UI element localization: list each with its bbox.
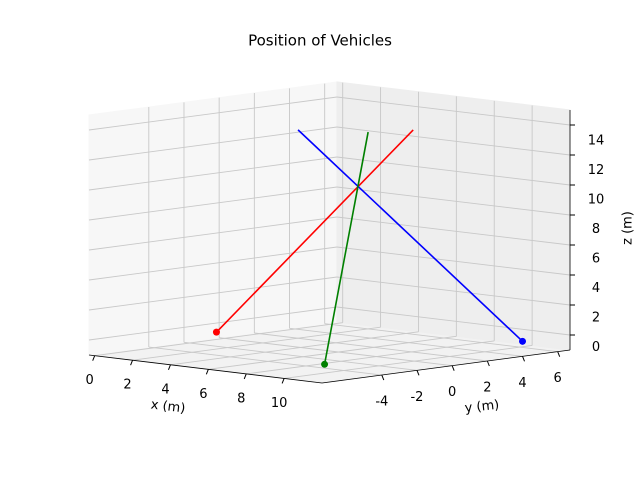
- grid-line: [336, 306, 571, 336]
- grid-line: [88, 306, 338, 341]
- left-pane: [88, 81, 338, 356]
- z-tick-label: 10: [588, 192, 605, 207]
- z-tick-label: 6: [592, 251, 600, 266]
- z-tick-label: 0: [592, 340, 600, 355]
- grid-line: [284, 345, 533, 379]
- grid-line: [88, 216, 338, 251]
- x-tick-label: 6: [199, 387, 207, 402]
- x-tick: [281, 378, 285, 384]
- y-tick-label: 2: [483, 381, 491, 396]
- x-tick: [130, 360, 134, 366]
- y-tick: [416, 370, 420, 376]
- y-tick: [381, 374, 385, 381]
- y-tick-label: 0: [448, 385, 456, 400]
- x-axis-line: [88, 354, 323, 384]
- x-axis-label: x (m): [150, 397, 186, 416]
- z-tick-label: 2: [592, 310, 600, 325]
- grid-line: [336, 216, 571, 246]
- z-tick-label: 14: [588, 133, 605, 148]
- grid-line: [254, 332, 488, 362]
- x-tick: [167, 364, 171, 370]
- vehicle-start: [212, 328, 220, 336]
- x-tick: [92, 355, 96, 361]
- x-tick-label: 10: [271, 396, 288, 411]
- z-axis-label: z (m): [621, 211, 636, 245]
- vehicle-line: [215, 129, 414, 333]
- y-axis-label: y (m): [464, 398, 500, 417]
- x-tick-label: 8: [237, 391, 245, 406]
- grid-line: [336, 246, 571, 276]
- chart-title: Position of Vehicles: [248, 32, 392, 50]
- grid-line: [219, 337, 453, 367]
- grid-line: [88, 276, 338, 311]
- z-tick-label: 12: [588, 163, 605, 178]
- y-tick-label: -4: [375, 395, 388, 410]
- grid-line: [336, 126, 571, 156]
- y-tick: [557, 351, 561, 357]
- grid-line: [336, 186, 571, 216]
- right-pane: [336, 81, 571, 351]
- grid-line: [324, 323, 558, 353]
- vehicle-line: [297, 129, 524, 342]
- vehicle-line: [323, 131, 369, 365]
- grid-line: [246, 340, 495, 375]
- x-tick-label: 0: [86, 373, 94, 388]
- z-tick-label: 8: [592, 222, 600, 237]
- x-tick-label: 4: [161, 382, 169, 397]
- grid-line: [208, 335, 457, 370]
- x-tick-label: 2: [123, 378, 131, 393]
- grid-line: [88, 96, 338, 131]
- grid-line: [148, 346, 382, 376]
- z-tick-label: 4: [592, 281, 600, 296]
- x-tick: [243, 373, 247, 380]
- y-tick: [451, 365, 455, 371]
- grid-line: [289, 327, 523, 357]
- grid-line: [336, 276, 571, 306]
- grid-line: [88, 156, 338, 191]
- grid-line: [88, 186, 338, 221]
- y-axis-line: [321, 349, 571, 384]
- grid-line: [170, 331, 419, 366]
- y-tick-label: 4: [518, 376, 526, 391]
- y-tick-label: 6: [554, 371, 562, 386]
- x-tick: [205, 369, 209, 375]
- y-tick-label: -2: [410, 390, 423, 405]
- grid-line: [183, 341, 418, 371]
- vehicle-start: [519, 337, 527, 345]
- grid-line: [336, 96, 571, 126]
- grid-line: [88, 126, 338, 161]
- vehicle-start: [321, 360, 329, 368]
- grid-line: [132, 326, 381, 361]
- y-tick: [522, 356, 525, 362]
- y-tick: [486, 360, 490, 367]
- grid-line: [94, 322, 343, 357]
- grid-line: [88, 246, 338, 281]
- grid-line: [336, 156, 571, 186]
